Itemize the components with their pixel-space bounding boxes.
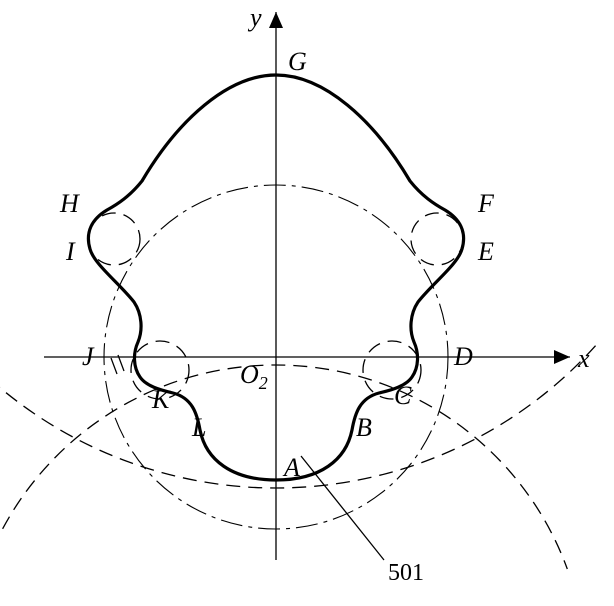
point-label-c: C <box>394 381 412 410</box>
callout-leader <box>301 456 384 560</box>
point-label-k: K <box>151 385 171 414</box>
origin-label: O2 <box>240 360 268 393</box>
y-axis-label: y <box>247 3 262 32</box>
point-label-g: G <box>288 47 307 76</box>
point-label-b: B <box>356 413 372 442</box>
point-label-h: H <box>59 189 80 218</box>
point-label-d: D <box>453 342 473 371</box>
x-axis-label: x <box>577 344 590 373</box>
point-label-i: I <box>65 237 76 266</box>
callout-label: 501 <box>388 560 424 586</box>
point-label-l: L <box>191 413 206 442</box>
point-label-a: A <box>282 453 300 482</box>
x-axis-arrow <box>554 350 570 364</box>
tick-mark <box>111 358 117 374</box>
y-axis-arrow <box>269 12 283 28</box>
point-label-j: J <box>82 342 95 371</box>
small-dashed-circle <box>411 213 463 265</box>
point-label-e: E <box>477 237 494 266</box>
point-label-f: F <box>477 189 495 218</box>
